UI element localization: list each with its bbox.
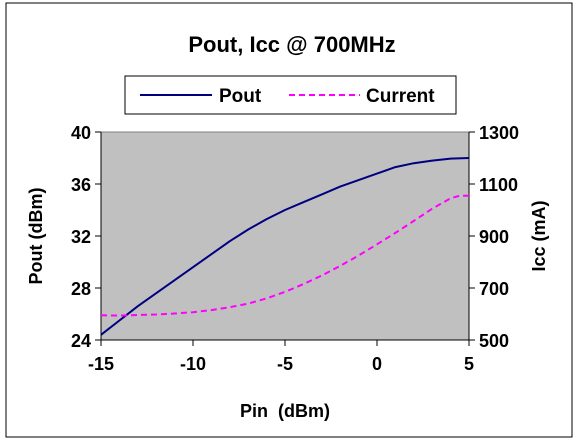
ticks: -15 -10 -5 0 5 24 28 32 36 40 500 700 900 1100 1300 xyxy=(71,123,519,374)
y-right-tick-label: 1300 xyxy=(479,123,519,143)
legend-label-pout: Pout xyxy=(219,86,262,107)
y-left-tick-label: 28 xyxy=(71,279,91,299)
series-line-pout xyxy=(100,157,470,336)
series xyxy=(100,157,470,336)
x-tick-label: 0 xyxy=(372,354,382,374)
y-right-tick-label: 1100 xyxy=(479,175,518,195)
chart-title: Pout, Icc @ 700MHz xyxy=(188,32,395,57)
x-tick-label: 5 xyxy=(464,354,474,374)
legend-label-current: Current xyxy=(366,86,435,107)
y-left-tick-label: 36 xyxy=(71,175,91,195)
x-tick-label: -5 xyxy=(277,354,293,374)
y-right-tick-label: 700 xyxy=(479,279,509,299)
x-tick-label: -15 xyxy=(88,354,114,374)
y-right-tick-label: 500 xyxy=(479,331,509,351)
x-tick-label: -10 xyxy=(180,354,206,374)
y-left-tick-label: 32 xyxy=(71,227,91,247)
series-line-current xyxy=(100,194,469,317)
legend: Pout Current xyxy=(124,75,457,115)
y-axis-left-label: Pout (dBm) xyxy=(26,188,46,285)
x-axis-label: Pin (dBm) xyxy=(240,401,330,421)
y-left-tick-label: 24 xyxy=(71,331,91,351)
y-axis-right-label: Icc (mA) xyxy=(529,200,549,271)
y-right-tick-label: 900 xyxy=(479,227,509,247)
y-left-tick-label: 40 xyxy=(71,123,91,143)
